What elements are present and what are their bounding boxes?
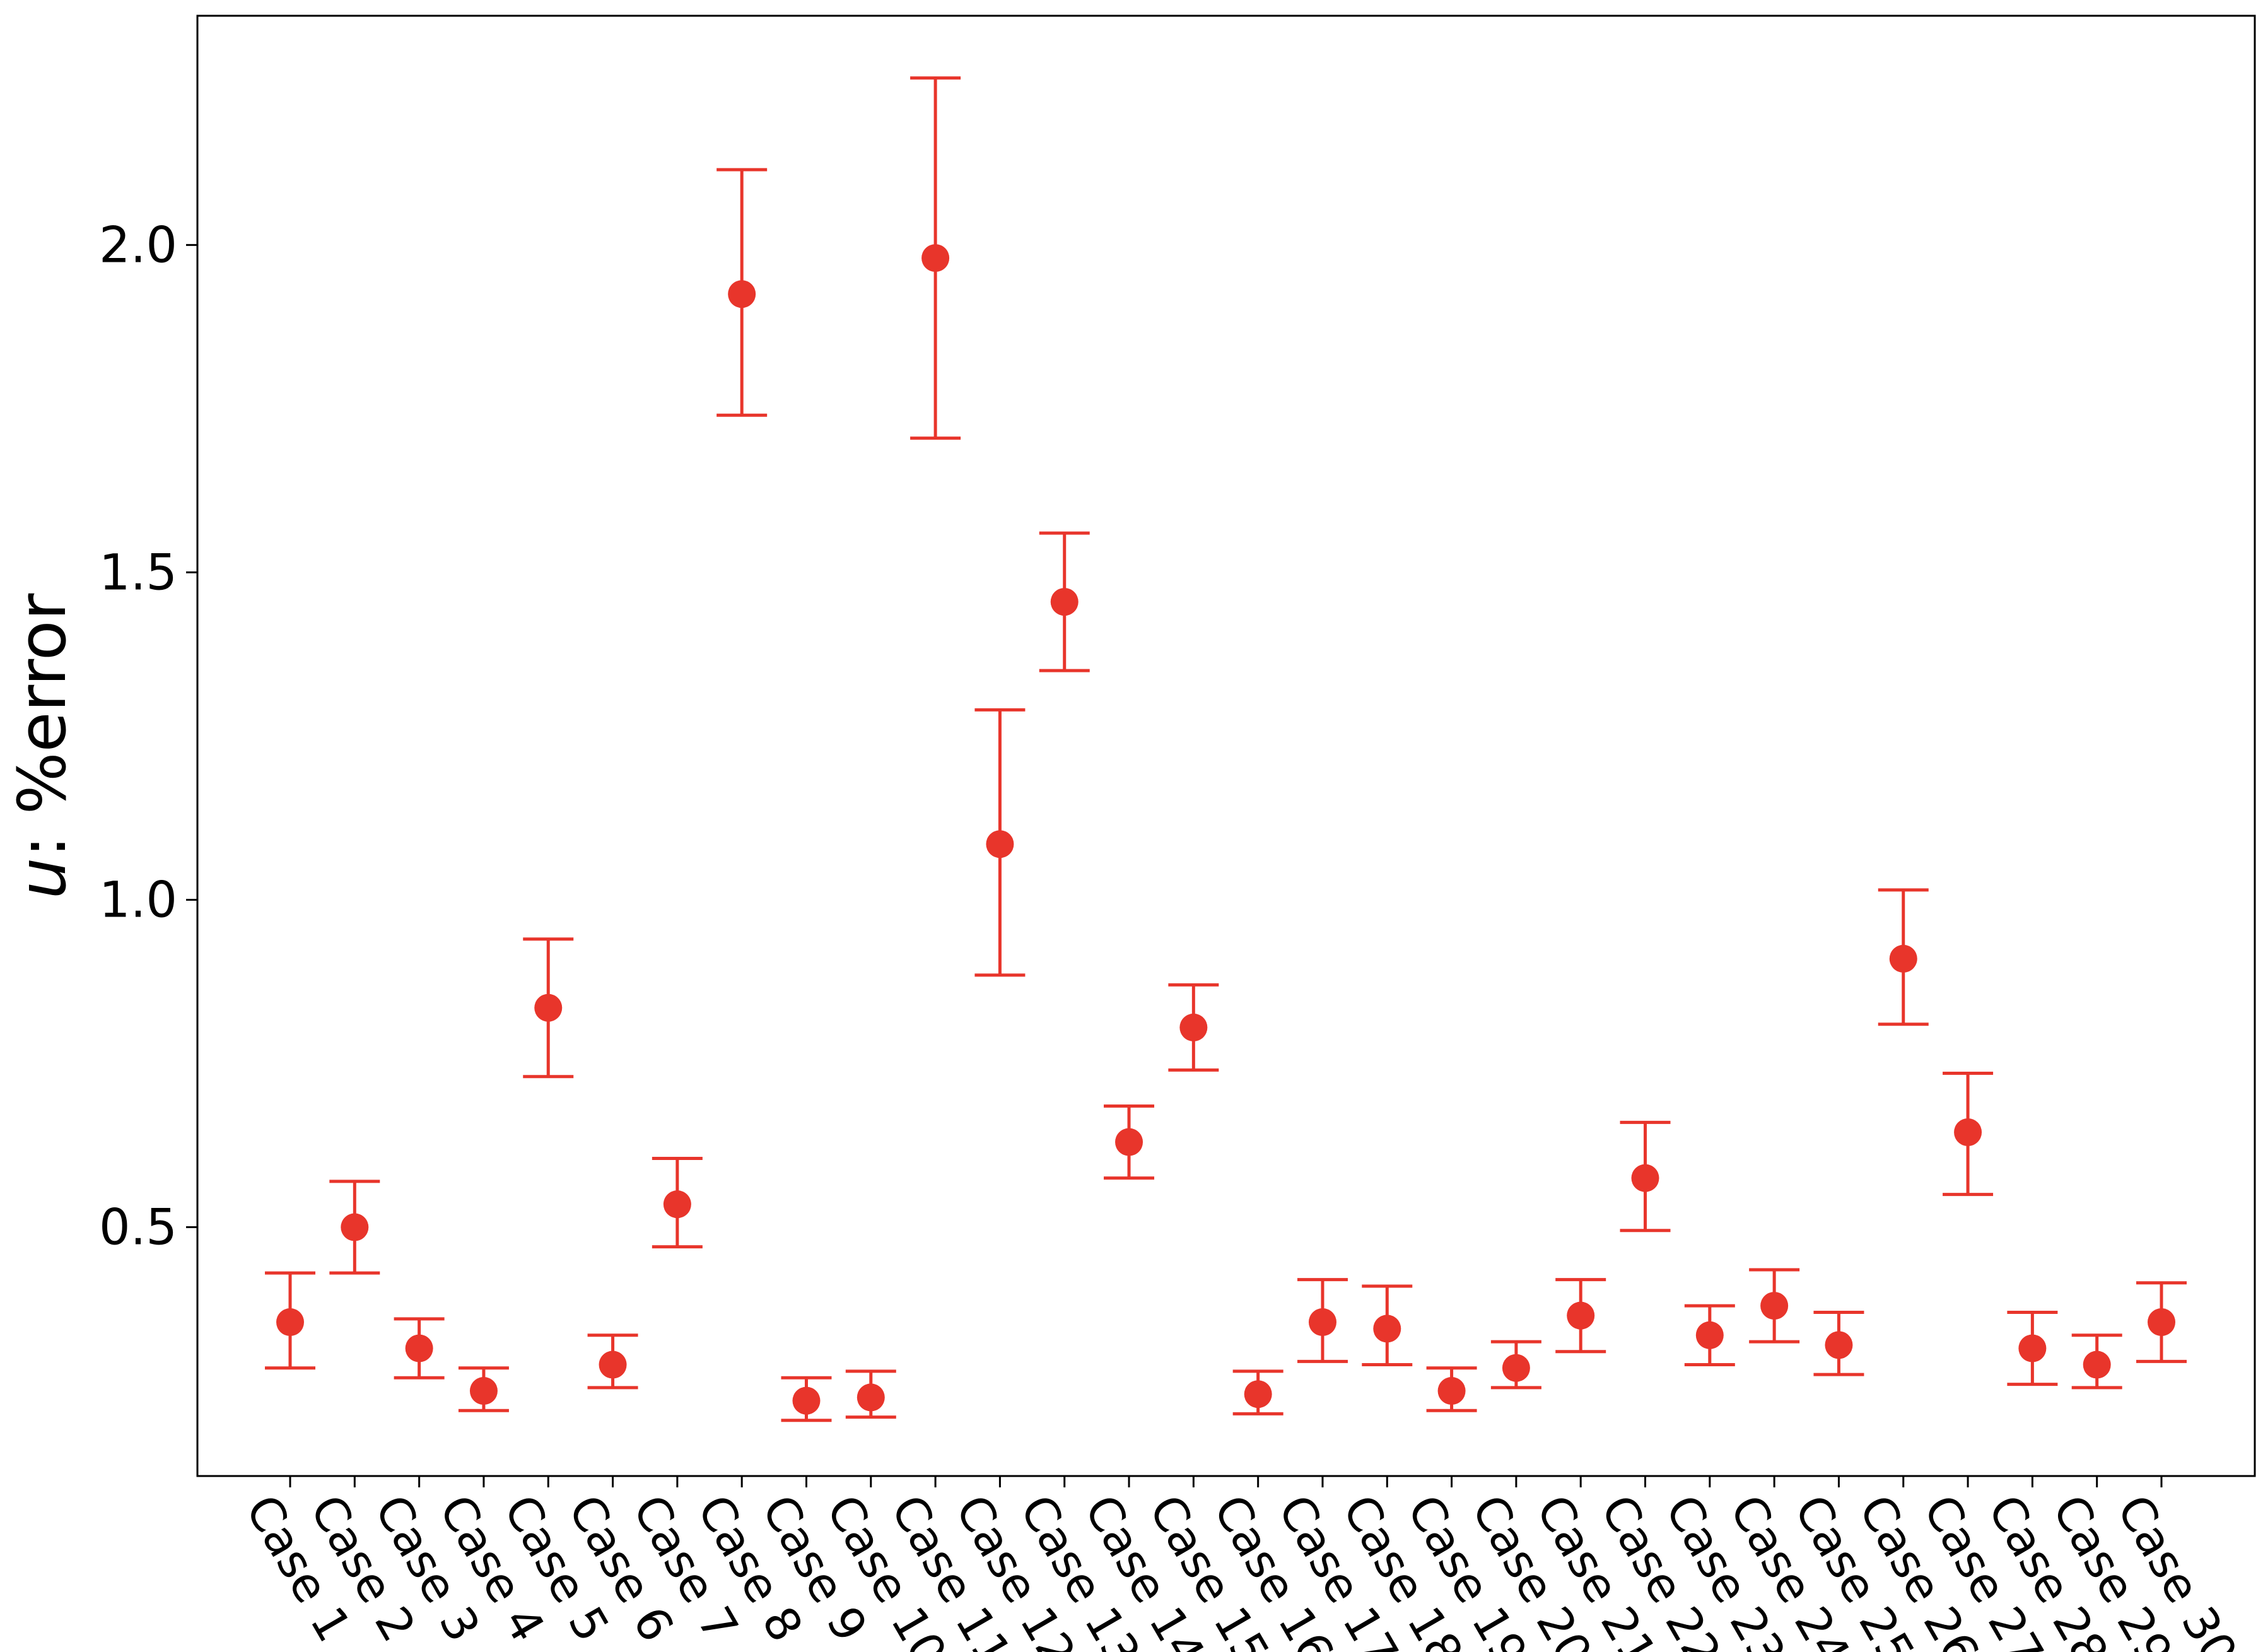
y-axis-title-variable: u [4, 857, 81, 899]
data-point [1889, 944, 1917, 973]
data-point [921, 244, 950, 272]
data-point [1115, 1128, 1143, 1156]
data-point [341, 1213, 369, 1241]
data-point [2083, 1350, 2111, 1379]
data-point [1760, 1292, 1789, 1320]
y-tick-label: 1.5 [99, 544, 177, 601]
data-point [2148, 1308, 2175, 1337]
data-point [534, 993, 563, 1022]
data-point [792, 1386, 821, 1415]
y-tick-label: 0.5 [99, 1200, 177, 1257]
data-point [857, 1383, 885, 1412]
data-points [276, 244, 2175, 1415]
data-point [1373, 1315, 1401, 1343]
data-point [1631, 1164, 1659, 1192]
data-point [1567, 1301, 1595, 1330]
data-point [1050, 588, 1079, 616]
data-point [1954, 1118, 1982, 1146]
y-axis-title: u: %error [4, 593, 81, 899]
data-point [2018, 1334, 2047, 1362]
y-tick-label: 2.0 [99, 217, 177, 274]
y-tick-label: 1.0 [99, 872, 177, 929]
data-point [663, 1190, 691, 1219]
plot-frame [196, 15, 2256, 1477]
data-point [728, 280, 756, 308]
data-point [1695, 1321, 1724, 1349]
data-point [1244, 1380, 1272, 1409]
data-point [469, 1377, 498, 1405]
y-axis-ticks: 0.5 1.0 1.5 2.0 [99, 217, 197, 1257]
data-point [1179, 1013, 1208, 1041]
data-point [1825, 1331, 1853, 1359]
data-point [276, 1308, 304, 1337]
data-point [986, 830, 1014, 858]
data-point [1308, 1308, 1336, 1337]
y-axis-title-rest: : %error [4, 593, 81, 857]
data-point [1437, 1377, 1466, 1405]
data-point [599, 1350, 627, 1379]
data-point [1502, 1354, 1530, 1382]
data-point [405, 1334, 433, 1362]
